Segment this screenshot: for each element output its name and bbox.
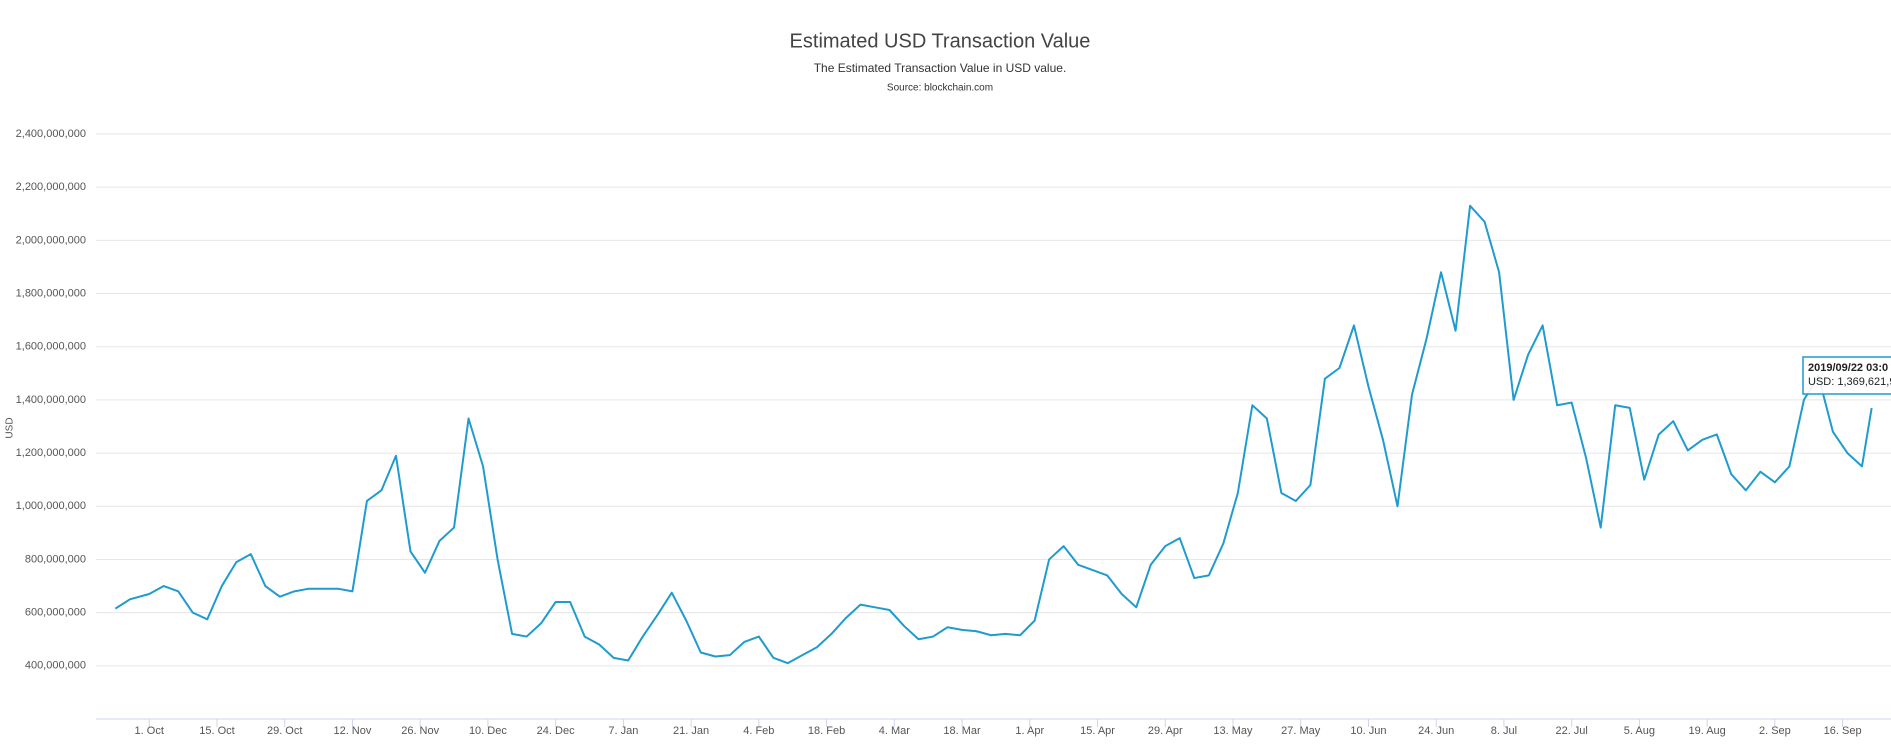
x-tick-label: 15. Oct [199, 725, 234, 737]
grid: 400,000,000 600,000,000 800,000,000 1,000,0… [16, 128, 1891, 737]
y-tick-label: 1,400,000,000 [16, 394, 86, 406]
x-tick-label: 8. Jul [1491, 725, 1517, 737]
y-tick-label: 600,000,000 [25, 607, 86, 619]
x-tick-label: 19. Aug [1688, 725, 1725, 737]
x-tick-label: 4. Feb [743, 725, 774, 737]
x-tick-label: 4. Mar [879, 725, 911, 737]
x-tick-label: 27. May [1281, 725, 1321, 737]
x-tick-label: 18. Mar [943, 725, 981, 737]
y-tick-label: 1,200,000,000 [16, 447, 86, 459]
tooltip-box [1802, 356, 1891, 395]
x-tick-label: 1. Oct [135, 725, 164, 737]
x-tick-label: 7. Jan [608, 725, 638, 737]
y-tick-label: 2,000,000,000 [16, 234, 86, 246]
x-tick-label: 13. May [1213, 725, 1253, 737]
x-tick-label: 10. Jun [1350, 725, 1386, 737]
x-tick-label: 15. Apr [1080, 725, 1115, 737]
chart-title: Estimated USD Transaction Value [790, 30, 1091, 52]
y-tick-label: 400,000,000 [25, 660, 86, 672]
x-tick-label: 26. Nov [401, 725, 439, 737]
tooltip-date: 2019/09/22 03:0 [1808, 362, 1888, 374]
tooltip: 2019/09/22 03:0 USD: 1,369,621,9 [1802, 356, 1891, 395]
x-tick-label: 22. Jul [1555, 725, 1587, 737]
x-tick-label: 2. Sep [1759, 725, 1791, 737]
tooltip-value: USD: 1,369,621,9 [1808, 376, 1891, 388]
chart-subtitle: The Estimated Transaction Value in USD v… [814, 61, 1067, 75]
x-tick-label: 21. Jan [673, 725, 709, 737]
x-tick-label: 12. Nov [333, 725, 371, 737]
x-tick-label: 1. Apr [1015, 725, 1044, 737]
x-tick-label: 24. Dec [537, 725, 575, 737]
x-tick-label: 16. Sep [1824, 725, 1862, 737]
y-tick-label: 1,600,000,000 [16, 341, 86, 353]
y-tick-label: 2,200,000,000 [16, 181, 86, 193]
x-tick-label: 5. Aug [1624, 725, 1655, 737]
x-tick-label: 18. Feb [808, 725, 845, 737]
series-line [114, 204, 1873, 665]
x-tick-label: 10. Dec [469, 725, 507, 737]
plot-area: USD [114, 204, 1873, 665]
y-tick-label: 800,000,000 [25, 553, 86, 565]
y-tick-label: 1,000,000,000 [16, 500, 86, 512]
x-tick-label: 24. Jun [1418, 725, 1454, 737]
x-tick-label: 29. Oct [267, 725, 302, 737]
y-tick-label: 1,800,000,000 [16, 287, 86, 299]
chart-source: Source: blockchain.com [887, 83, 993, 94]
x-tick-label: 29. Apr [1148, 725, 1183, 737]
y-axis-title: USD [5, 417, 16, 438]
y-tick-label: 2,400,000,000 [16, 128, 86, 140]
